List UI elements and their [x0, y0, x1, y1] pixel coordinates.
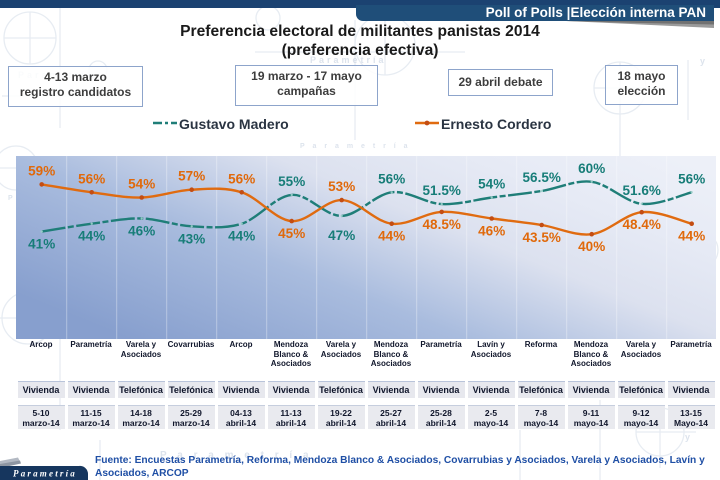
svg-text:x: x [678, 338, 686, 348]
svg-text:54%: 54% [128, 177, 155, 192]
svg-text:47%: 47% [328, 228, 355, 243]
svg-text:56.5%: 56.5% [523, 170, 561, 185]
svg-text:55%: 55% [278, 174, 305, 189]
svg-text:59%: 59% [28, 163, 55, 178]
svg-text:51.5%: 51.5% [423, 183, 461, 198]
svg-text:46%: 46% [128, 224, 155, 239]
svg-text:56%: 56% [78, 171, 105, 186]
svg-text:y: y [700, 56, 708, 66]
svg-text:46%: 46% [478, 224, 505, 239]
svg-text:45%: 45% [278, 226, 305, 241]
svg-text:56%: 56% [228, 171, 255, 186]
svg-text:48.5%: 48.5% [423, 217, 461, 232]
svg-text:43%: 43% [178, 231, 205, 246]
svg-text:43.5%: 43.5% [523, 230, 561, 245]
svg-text:Parametría: Parametría [13, 469, 77, 479]
svg-text:y: y [685, 432, 693, 442]
svg-text:44%: 44% [228, 229, 255, 244]
svg-text:40%: 40% [578, 239, 605, 254]
svg-text:44%: 44% [378, 229, 405, 244]
svg-text:48.4%: 48.4% [623, 217, 661, 232]
svg-text:53%: 53% [328, 179, 355, 194]
svg-text:56%: 56% [678, 171, 705, 186]
svg-text:44%: 44% [78, 229, 105, 244]
svg-text:57%: 57% [178, 169, 205, 184]
svg-text:54%: 54% [478, 177, 505, 192]
svg-text:56%: 56% [378, 171, 405, 186]
svg-text:60%: 60% [578, 161, 605, 176]
svg-text:P a r a m e t r í a: P a r a m e t r í a [300, 143, 411, 150]
svg-text:Parametría: Parametría [310, 55, 387, 65]
svg-text:41%: 41% [28, 237, 55, 252]
svg-text:51.6%: 51.6% [623, 183, 661, 198]
svg-text:P a r a m e t r í a: P a r a m e t r í a [160, 450, 313, 461]
svg-text:44%: 44% [678, 229, 705, 244]
